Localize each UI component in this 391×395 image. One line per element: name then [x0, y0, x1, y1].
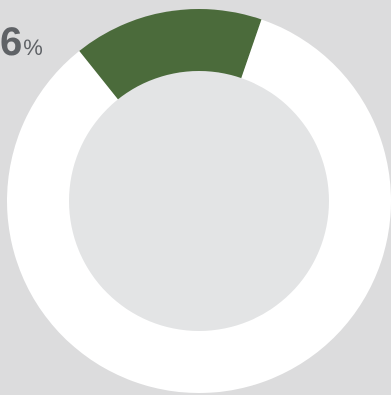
percentage-value: 6 — [0, 20, 22, 64]
percent-symbol: % — [23, 35, 43, 60]
percentage-label: 6% — [0, 20, 43, 65]
donut-center — [69, 71, 329, 331]
